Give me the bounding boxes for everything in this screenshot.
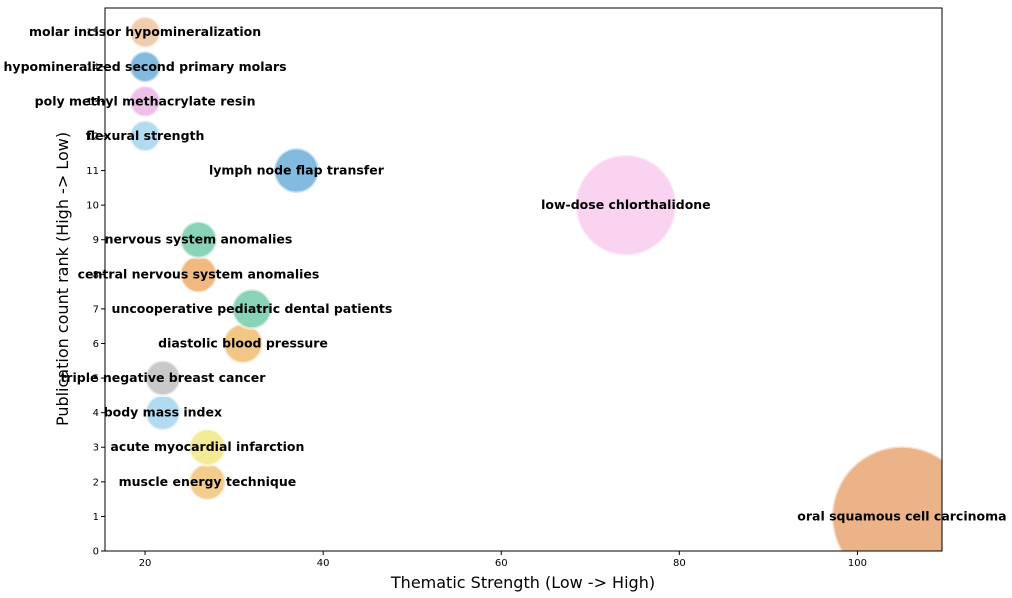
bubble-label: poly methyl methacrylate resin (35, 93, 256, 108)
bubble-label: nervous system anomalies (105, 232, 293, 247)
bubble-point (830, 444, 942, 551)
bubble-label: body mass index (104, 405, 222, 420)
y-tick-label: 15 (86, 28, 99, 39)
y-tick-label: 3 (93, 443, 99, 454)
y-axis-label: Publication count rank (High -> Low) (53, 132, 72, 426)
bubble-point (128, 119, 162, 153)
y-tick-label: 13 (86, 97, 99, 108)
bubble-label: oral squamous cell carcinoma (797, 508, 1006, 523)
bubble-point (128, 49, 162, 84)
bubble-label: hypomineralized second primary molars (4, 59, 287, 74)
bubbles-layer (128, 15, 942, 551)
y-tick-label: 2 (93, 477, 99, 488)
bubble-label: diastolic blood pressure (158, 335, 328, 350)
y-tick-label: 0 (93, 547, 99, 558)
bubble-label: central nervous system anomalies (78, 266, 320, 281)
y-tick-label: 1 (93, 512, 99, 523)
x-tick-label: 100 (848, 558, 867, 569)
bubble-label: acute myocardial infarction (110, 439, 304, 454)
bubble-label: flexural strength (86, 128, 205, 143)
bubble-label: lymph node flap transfer (209, 163, 385, 178)
bubble-point (128, 84, 162, 119)
bubble-label: triple negative breast cancer (60, 370, 266, 385)
y-tick-label: 7 (93, 304, 99, 315)
y-tick-label: 6 (93, 339, 99, 350)
y-tick-label: 11 (86, 166, 99, 177)
plot-frame (104, 7, 943, 552)
bubble-point (143, 359, 182, 398)
bubble-point (187, 427, 228, 467)
bubble-label: low-dose chlorthalidone (541, 197, 711, 212)
plot-area-background (105, 8, 942, 551)
bubble-point (128, 15, 162, 50)
bubble-label: muscle energy technique (119, 474, 297, 489)
y-tick-label: 4 (93, 408, 99, 419)
bubble-point (573, 153, 678, 258)
bubble-point (272, 146, 321, 195)
x-tick-label: 40 (317, 558, 330, 569)
bubble-point (178, 220, 219, 260)
x-axis-ticks: 20 40 60 80 100 (139, 551, 867, 569)
y-tick-label: 12 (86, 131, 99, 142)
bubble-point (230, 287, 274, 330)
bubble-label: uncooperative pediatric dental patients (112, 301, 393, 316)
x-tick-label: 20 (139, 558, 152, 569)
y-tick-label: 8 (93, 270, 99, 281)
x-tick-label: 60 (495, 558, 508, 569)
bubble-label: molar incisor hypomineralization (29, 24, 261, 39)
y-tick-label: 5 (93, 374, 99, 385)
x-tick-label: 80 (673, 558, 686, 569)
y-tick-label: 9 (93, 235, 99, 246)
bubble-labels-layer: oral squamous cell carcinoma muscle energ… (4, 24, 1007, 523)
x-axis-label: Thematic Strength (Low -> High) (390, 573, 655, 592)
y-tick-label: 10 (86, 201, 99, 212)
y-tick-label: 14 (86, 62, 99, 73)
